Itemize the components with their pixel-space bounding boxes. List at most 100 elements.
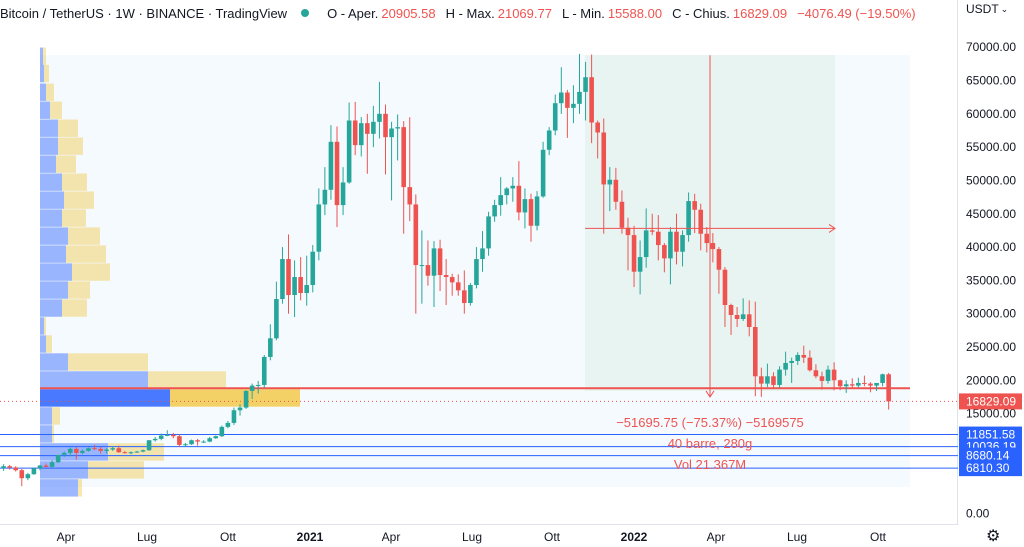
candle-body bbox=[880, 374, 885, 383]
candle-body bbox=[680, 235, 685, 252]
candle-body bbox=[801, 354, 807, 358]
candle-body bbox=[692, 201, 697, 210]
candle-body bbox=[171, 434, 176, 437]
volume-profile bbox=[40, 47, 300, 497]
candle-body bbox=[225, 422, 231, 427]
chart-header: Bitcoin / TetherUS · 1W · BINANCE · Trad… bbox=[0, 3, 926, 23]
candle-body bbox=[31, 468, 37, 475]
candle-body bbox=[498, 195, 503, 206]
candle-body bbox=[565, 92, 570, 108]
price-axis[interactable]: 70000.00 65000.00 60000.00 55000.00 50000.00… bbox=[959, 40, 1022, 521]
high-value: 21069.77 bbox=[497, 5, 552, 21]
candle-body bbox=[195, 440, 200, 442]
vp-bar-yellow bbox=[68, 353, 148, 371]
candle-body bbox=[249, 385, 255, 391]
candle-body bbox=[601, 132, 607, 185]
vp-bar-blue bbox=[40, 191, 64, 209]
candle-body bbox=[37, 465, 43, 469]
vp-bar-blue bbox=[40, 371, 148, 389]
vp-bar-yellow bbox=[46, 83, 54, 101]
measure-label: Vol 21.367M bbox=[674, 457, 746, 472]
candle-body bbox=[425, 265, 431, 276]
vp-bar-yellow bbox=[170, 389, 300, 407]
candle-body bbox=[152, 438, 158, 441]
candle-body bbox=[777, 369, 782, 385]
candle-body bbox=[322, 189, 328, 205]
time-tick-label: 2021 bbox=[297, 530, 324, 544]
vp-bar-yellow bbox=[78, 479, 82, 497]
price-tick-label: 35000.00 bbox=[966, 273, 1016, 287]
candle-body bbox=[431, 248, 437, 276]
candle-body bbox=[825, 369, 831, 381]
candle-body bbox=[522, 199, 528, 213]
vp-bar-yellow bbox=[58, 119, 78, 137]
candle-body bbox=[492, 205, 497, 217]
price-tick-label: 55000.00 bbox=[966, 140, 1016, 154]
candle-body bbox=[61, 452, 67, 455]
time-tick-label: Apr bbox=[382, 530, 401, 544]
horizontal-lines[interactable] bbox=[0, 387, 958, 469]
candle-body bbox=[468, 285, 473, 304]
vp-bar-yellow bbox=[44, 317, 46, 335]
time-tick-label: Apr bbox=[707, 530, 726, 544]
candle-body bbox=[643, 230, 649, 258]
candle-body bbox=[649, 230, 655, 232]
vp-bar-blue bbox=[40, 335, 46, 353]
candle-body bbox=[831, 369, 837, 381]
candle-body bbox=[358, 123, 364, 146]
candle-body bbox=[298, 277, 303, 294]
candle-body bbox=[504, 188, 510, 196]
symbol-title[interactable]: Bitcoin / TetherUS · 1W · BINANCE · Trad… bbox=[0, 5, 288, 21]
candle-body bbox=[886, 374, 891, 402]
candle-body bbox=[189, 440, 194, 445]
candle-body bbox=[837, 380, 843, 387]
time-axis[interactable]: Apr Lug Ott 2021 Apr Lug Ott 2022 Apr Lug Ott bbox=[57, 530, 887, 544]
vp-bar-yellow bbox=[56, 155, 76, 173]
candle-body bbox=[674, 231, 679, 252]
candle-body bbox=[304, 285, 309, 294]
candle-body bbox=[401, 127, 406, 188]
candle-body bbox=[874, 382, 879, 386]
candlesticks bbox=[1, 53, 891, 487]
measure-tool[interactable]: −51695.75 (−75.37%) −5169575 40 barre, 28… bbox=[585, 55, 836, 472]
candle-body bbox=[316, 204, 322, 252]
candle-body bbox=[462, 290, 467, 304]
time-tick-label: Lug bbox=[137, 530, 157, 544]
candle-body bbox=[164, 434, 170, 436]
candle-body bbox=[201, 441, 206, 443]
hline-price-tag-bg bbox=[959, 426, 1022, 443]
vp-bar-yellow bbox=[68, 281, 90, 299]
vp-bar-yellow bbox=[88, 461, 144, 479]
candle-body bbox=[710, 243, 716, 250]
candle-body bbox=[662, 245, 667, 259]
candle-body bbox=[595, 122, 600, 133]
currency-selector[interactable]: USDT ⌄ bbox=[966, 2, 1008, 16]
candle-body bbox=[813, 370, 819, 377]
candle-body bbox=[231, 410, 237, 423]
chevron-down-icon: ⌄ bbox=[1000, 3, 1009, 14]
candle-body bbox=[516, 185, 522, 213]
candle-body bbox=[571, 103, 576, 108]
price-tick-label: 0.00 bbox=[966, 507, 990, 521]
vp-bar-yellow bbox=[66, 245, 106, 263]
candle-body bbox=[486, 216, 491, 249]
candle-body bbox=[255, 384, 261, 386]
candle-body bbox=[716, 249, 722, 270]
candle-body bbox=[765, 376, 770, 384]
candle-body bbox=[286, 259, 291, 296]
candle-body bbox=[92, 448, 97, 450]
vp-bar-blue bbox=[40, 281, 68, 299]
close-value: 16829.09 bbox=[732, 5, 788, 21]
candle-body bbox=[807, 357, 813, 371]
candle-body bbox=[340, 182, 346, 206]
close-label: C - Chius. bbox=[672, 5, 730, 21]
candle-body bbox=[771, 376, 776, 385]
candle-body bbox=[546, 130, 552, 150]
candle-body bbox=[243, 390, 249, 408]
open-label: O - Aper. bbox=[327, 5, 379, 21]
candle-body bbox=[74, 448, 79, 453]
candle-body bbox=[268, 338, 273, 357]
gear-icon[interactable]: ⚙ bbox=[986, 528, 1001, 545]
vp-bar-blue bbox=[40, 263, 72, 281]
